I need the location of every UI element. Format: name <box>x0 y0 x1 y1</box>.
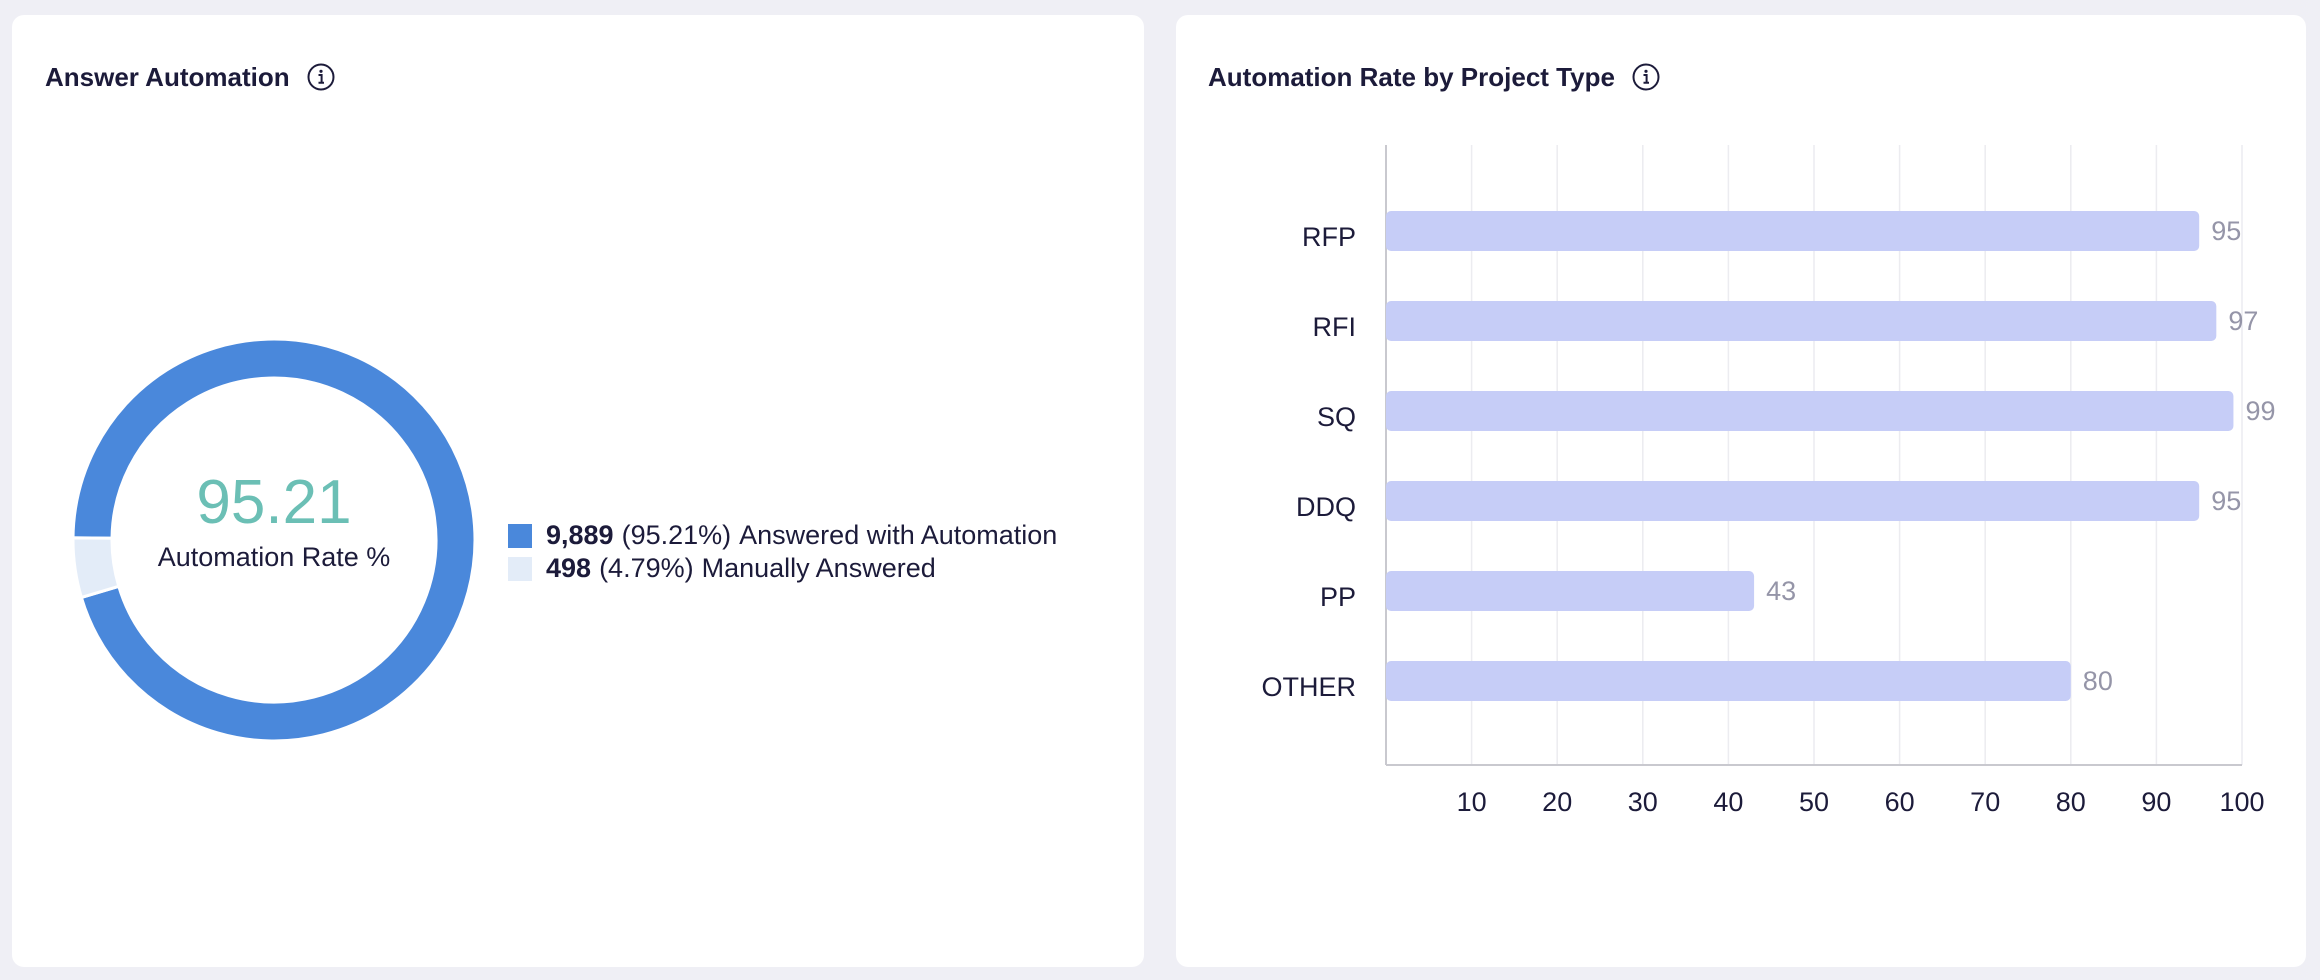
category-label: RFP <box>1302 222 1356 252</box>
legend-item-manual[interactable]: 498 (4.79%) Manually Answered <box>508 552 1057 585</box>
info-icon[interactable] <box>1631 62 1661 92</box>
bar-value-label: 95 <box>2211 486 2241 516</box>
x-tick-label: 30 <box>1628 787 1658 817</box>
x-tick-label: 60 <box>1885 787 1915 817</box>
automation-by-type-header: Automation Rate by Project Type <box>1208 59 1661 95</box>
category-label: SQ <box>1317 402 1356 432</box>
legend-label: Manually Answered <box>701 553 936 583</box>
bar-ddq[interactable] <box>1386 481 2200 521</box>
answer-automation-title: Answer Automation <box>45 62 290 92</box>
donut-slice-automated[interactable] <box>71 337 477 743</box>
legend-swatch-automated <box>508 523 532 548</box>
category-label: PP <box>1320 582 1356 612</box>
automation-by-type-title: Automation Rate by Project Type <box>1208 62 1615 92</box>
legend-count: 498 <box>546 553 592 583</box>
legend-percent: (95.21%) <box>621 520 732 550</box>
answer-automation-header: Answer Automation <box>45 59 336 95</box>
donut-legend: 9,889 (95.21%) Answered with Automation … <box>508 519 1057 585</box>
category-label: OTHER <box>1262 672 1357 702</box>
legend-swatch-manual <box>508 556 532 581</box>
donut-slice-manual[interactable] <box>71 536 121 600</box>
bar-pp[interactable] <box>1386 571 1755 611</box>
x-tick-label: 10 <box>1457 787 1487 817</box>
bar-value-label: 95 <box>2211 216 2241 246</box>
x-tick-label: 20 <box>1542 787 1572 817</box>
bar-value-label: 43 <box>1766 576 1796 606</box>
bar-value-label: 80 <box>2083 666 2113 696</box>
bar-rfi[interactable] <box>1386 301 2217 341</box>
x-tick-label: 50 <box>1799 787 1829 817</box>
bar-value-label: 97 <box>2228 306 2258 336</box>
x-tick-label: 80 <box>2056 787 2086 817</box>
legend-item-automated[interactable]: 9,889 (95.21%) Answered with Automation <box>508 519 1057 552</box>
automation-rate-caption: Automation Rate % <box>157 542 391 572</box>
bar-rfp[interactable] <box>1386 211 2200 251</box>
bar-value-label: 99 <box>2245 396 2275 426</box>
category-label: DDQ <box>1296 492 1356 522</box>
x-tick-label: 100 <box>2219 787 2264 817</box>
automation-rate-value: 95.21 <box>196 468 352 537</box>
legend-label: Answered with Automation <box>739 520 1058 550</box>
x-tick-label: 70 <box>1970 787 2000 817</box>
bar-other[interactable] <box>1386 661 2071 701</box>
answer-automation-card: Answer Automation 95.21 Automation Rate … <box>12 15 1144 967</box>
x-tick-label: 40 <box>1713 787 1743 817</box>
x-tick-label: 90 <box>2141 787 2171 817</box>
info-icon[interactable] <box>306 62 336 92</box>
automation-donut-chart: 95.21 Automation Rate % <box>71 337 477 743</box>
donut-center: 95.21 Automation Rate % <box>72 468 476 574</box>
automation-by-type-card: Automation Rate by Project Type 10 20 30 40… <box>1176 15 2306 967</box>
bar-sq[interactable] <box>1386 391 2234 431</box>
legend-percent: (4.79%) <box>599 553 694 583</box>
project-type-bar-chart: 10 20 30 40 50 60 70 80 90 100 RFP 95 RFI 97 SQ 99 DDQ 95… <box>1262 145 2275 817</box>
legend-count: 9,889 <box>546 520 614 550</box>
category-label: RFI <box>1313 312 1357 342</box>
